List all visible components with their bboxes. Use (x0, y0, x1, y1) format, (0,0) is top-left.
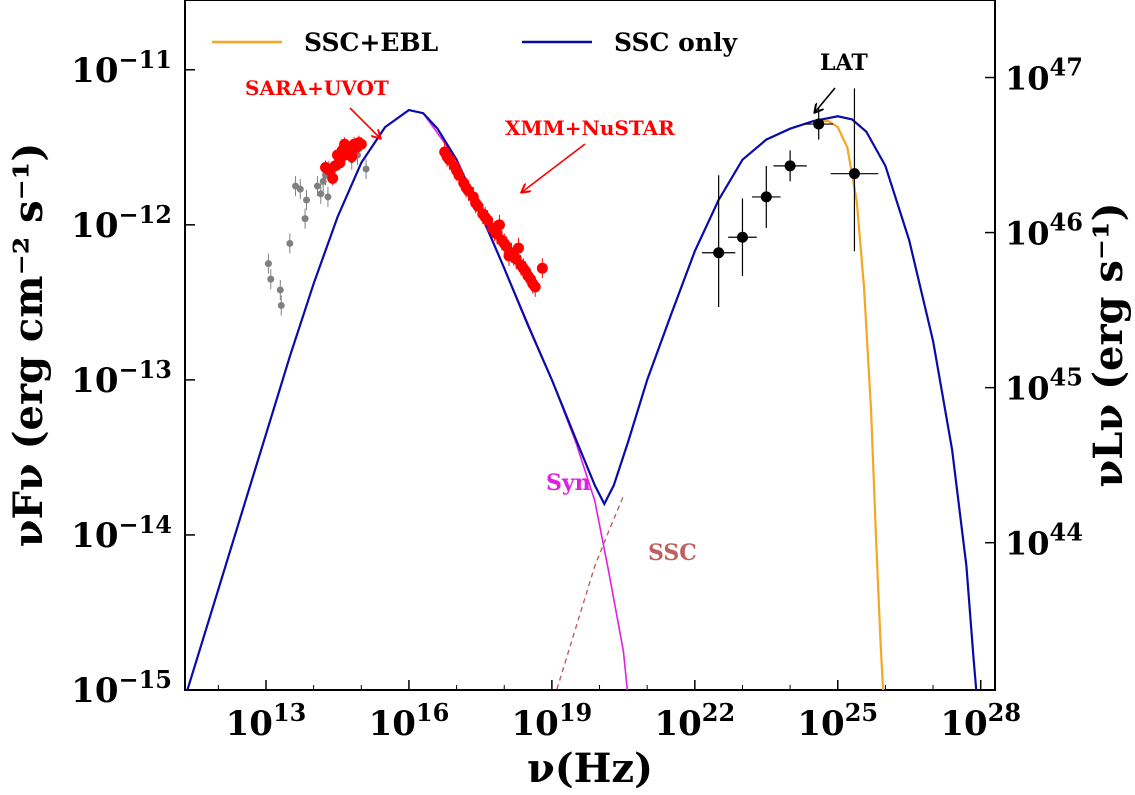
xmm-nustar-point (470, 197, 482, 209)
ssc-ebl-curve (813, 119, 885, 690)
x-tick-label: 1019 (512, 698, 593, 744)
left-y-tick-labels: 10−11 10−12 10−13 10−14 10−15 (71, 45, 172, 711)
data-points (264, 88, 879, 316)
lat-point (813, 118, 825, 130)
sara-uvot-point (334, 157, 346, 169)
x-tick-labels: 1013 1016 1019 1022 1025 1028 (226, 698, 1021, 744)
y-right-tick-label: 1047 (1005, 53, 1083, 98)
archival-point (317, 190, 325, 198)
lat-point (713, 247, 725, 259)
arrow-sara-uvot (349, 107, 380, 138)
x-tick-label: 1025 (797, 698, 878, 744)
archival-point (319, 177, 327, 185)
legend-label-ssc-only: SSC only (614, 28, 739, 57)
ssc-component-curve (555, 495, 625, 690)
y-right-tick-label: 1045 (1005, 363, 1083, 408)
y-right-tick-label: 1046 (1005, 208, 1083, 253)
x-tick-label: 1028 (940, 698, 1021, 744)
sara-uvot-point (346, 151, 358, 163)
annotation-ssc: SSC (648, 540, 697, 566)
y-tick-label: 10−13 (71, 355, 172, 401)
y-axis-title-right: νLν (erg s⁻¹) (1085, 203, 1132, 488)
arrow-xmm-nustar (522, 143, 586, 192)
annotation-xmm-nustar: XMM+NuSTAR (505, 116, 675, 140)
lat-point (736, 231, 748, 243)
x-tick-label: 1022 (654, 698, 735, 744)
archival-point (296, 185, 304, 193)
annotation-syn: Syn (546, 470, 591, 496)
xmm-nustar-point (460, 182, 472, 194)
x-tick-label: 1013 (226, 698, 307, 744)
synchrotron-curve (422, 112, 629, 690)
xmm-nustar-point (513, 242, 525, 254)
sara-uvot-point (327, 172, 339, 184)
archival-point (324, 193, 332, 201)
y-tick-label: 10−15 (71, 665, 172, 711)
xmm-nustar-point (441, 151, 453, 163)
legend-label-ssc-ebl: SSC+EBL (304, 28, 439, 57)
archival-point (267, 275, 275, 283)
sara-uvot-point (339, 138, 351, 150)
xmm-nustar-point (451, 165, 463, 177)
plot-frame (184, 0, 996, 691)
archival-point (303, 196, 310, 204)
xmm-nustar-point (503, 250, 515, 262)
y-tick-label: 10−14 (71, 510, 172, 556)
archival-point (264, 260, 272, 268)
xmm-nustar-point (536, 262, 548, 274)
y-axis-title: νFν (erg cm⁻² s⁻¹) (5, 143, 52, 548)
y-tick-label: 10−12 (71, 200, 172, 246)
y-right-tick-label: 1044 (1005, 518, 1083, 563)
ssc-only-curve (186, 108, 978, 690)
axis-ticks (185, 69, 995, 691)
archival-point (286, 239, 294, 247)
lat-point (784, 160, 796, 172)
xmm-nustar-point (498, 237, 510, 249)
archival-point (301, 215, 309, 223)
arrow-lat (815, 87, 836, 112)
x-axis-title: ν(Hz) (527, 745, 653, 792)
right-y-tick-labels: 1047 1046 1045 1044 (1005, 53, 1083, 563)
y-tick-label: 10−11 (71, 45, 172, 91)
annotation-lat: LAT (820, 50, 868, 76)
lat-point (848, 168, 860, 180)
xmm-nustar-point (493, 219, 505, 231)
x-tick-label: 1016 (369, 698, 450, 744)
archival-point (277, 301, 285, 309)
archival-point (362, 165, 370, 173)
archival-point (313, 182, 321, 190)
sara-uvot-point (355, 138, 367, 150)
xmm-nustar-point (479, 211, 491, 223)
archival-point (276, 286, 284, 294)
xmm-nustar-point (522, 270, 534, 282)
legend: SSC+EBL SSC only (212, 28, 739, 57)
lat-point (760, 191, 772, 203)
annotation-sara-uvot: SARA+UVOT (245, 76, 389, 100)
